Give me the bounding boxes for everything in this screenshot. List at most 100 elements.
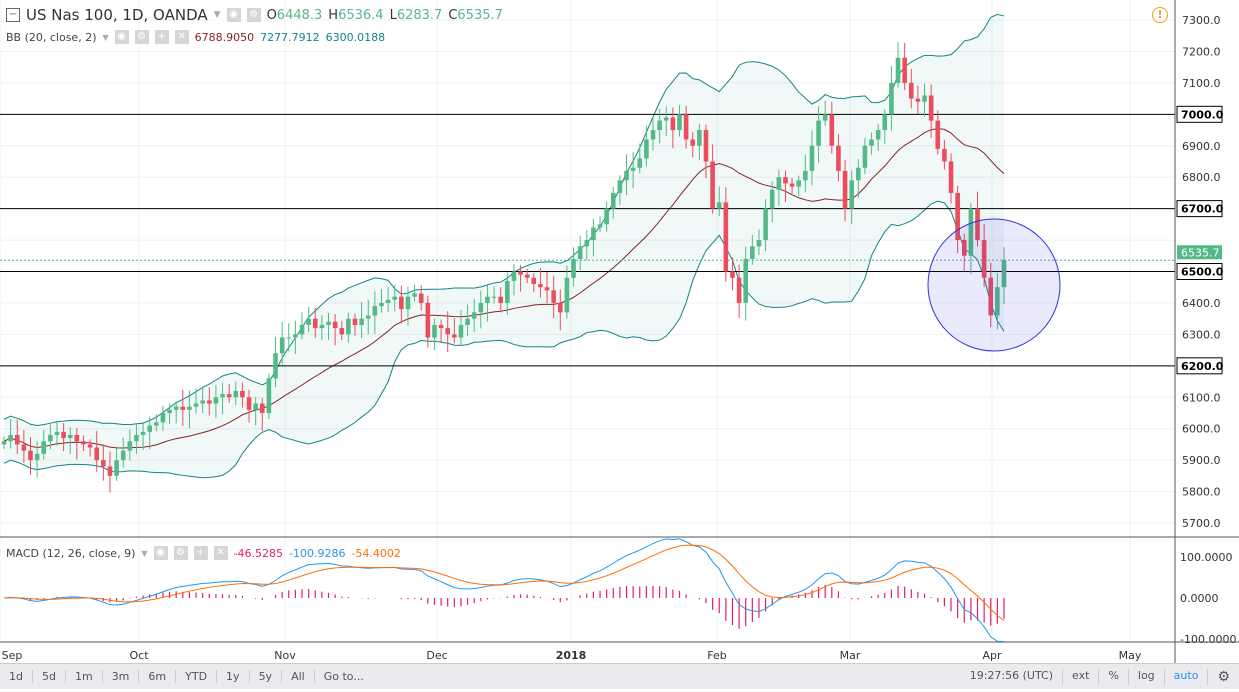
candle-body	[306, 318, 311, 325]
gear-icon[interactable]: ⚙	[246, 8, 261, 22]
symbol-title[interactable]: US Nas 100, 1D, OANDA	[26, 6, 208, 24]
level-label: 6200.0	[1181, 360, 1224, 373]
range-1d[interactable]: 1d	[0, 670, 33, 683]
candle-body	[763, 208, 768, 241]
candle-body	[856, 167, 861, 181]
candle-body	[968, 208, 974, 256]
candle-body	[114, 460, 119, 476]
candle-body	[869, 139, 874, 146]
range-5y[interactable]: 5y	[250, 670, 283, 683]
bb-fill	[4, 14, 1004, 478]
time-tick-label: Mar	[840, 649, 861, 662]
ext-toggle[interactable]: ext	[1063, 668, 1100, 685]
candle-body	[849, 180, 854, 209]
level-label: 6500.0	[1181, 266, 1224, 279]
eye-icon[interactable]: ◉	[114, 30, 129, 44]
warning-icon[interactable]: !	[1152, 7, 1168, 23]
chevron-down-icon[interactable]: ▼	[213, 10, 221, 20]
chart-canvas[interactable]: 5700.0 5800.0 5900.0 6000.0 6100.0 6300.0 6400…	[0, 0, 1239, 663]
candle-body	[803, 170, 808, 181]
chevron-down-icon[interactable]: ▼	[141, 548, 148, 558]
candle-body	[74, 434, 80, 442]
candle-body	[418, 293, 424, 303]
candle-body	[498, 296, 503, 303]
percent-toggle[interactable]: %	[1099, 668, 1129, 685]
candle-body	[630, 167, 636, 171]
settings-gear-icon[interactable]: ⚙	[1217, 668, 1230, 685]
candle-body	[279, 337, 285, 354]
candle-body	[591, 227, 596, 241]
bb-legend: BB (20, close, 2) ▼ ◉ ⚙ + ✕ 6788.9050 7277.…	[6, 30, 385, 44]
clock[interactable]: 19:27:56 (UTC)	[961, 668, 1064, 685]
candle-body	[365, 315, 371, 319]
plus-icon[interactable]: +	[193, 546, 208, 560]
symbol-legend: − US Nas 100, 1D, OANDA ▼ ◉ ⚙ O6448.3 H65…	[6, 6, 503, 24]
candle-body	[922, 95, 927, 102]
range-1y[interactable]: 1y	[217, 670, 250, 683]
candle-body	[299, 324, 305, 335]
close-value: 6535.7	[457, 7, 503, 23]
time-tick-label: Apr	[982, 649, 1002, 662]
candle-body	[452, 334, 457, 338]
gear-icon[interactable]: ⚙	[173, 546, 188, 560]
candle-body	[769, 189, 775, 209]
candle-body	[8, 434, 13, 442]
macd-value: -100.9286	[288, 546, 346, 560]
collapse-icon[interactable]: −	[6, 8, 20, 22]
candle-body	[226, 394, 232, 398]
eye-icon[interactable]: ◉	[226, 8, 241, 22]
candle-body	[902, 57, 907, 83]
price-tick-label: 6000.0	[1182, 423, 1221, 436]
candle-body	[637, 158, 643, 168]
close-icon[interactable]: ✕	[174, 30, 189, 44]
eye-icon[interactable]: ◉	[153, 546, 168, 560]
candle-body	[677, 114, 682, 131]
candle-body	[809, 145, 815, 171]
range-6m[interactable]: 6m	[139, 670, 177, 683]
chevron-down-icon[interactable]: ▼	[102, 32, 109, 42]
highlight-circle	[927, 218, 1061, 352]
close-icon[interactable]: ✕	[213, 546, 228, 560]
candle-body	[465, 318, 470, 325]
candle-body	[127, 441, 133, 451]
time-tick-label: May	[1119, 649, 1142, 662]
range-3m[interactable]: 3m	[103, 670, 140, 683]
candle-body	[577, 246, 583, 259]
last-price-label: 6535.7	[1181, 246, 1220, 259]
range-ytd[interactable]: YTD	[176, 670, 218, 683]
candle-body	[187, 406, 192, 410]
gear-icon[interactable]: ⚙	[134, 30, 149, 44]
candle-body	[723, 202, 729, 272]
goto-button[interactable]: Go to...	[323, 670, 364, 683]
candle-body	[1001, 260, 1007, 288]
candle-body	[319, 324, 325, 329]
macd-tick-label: 100.0000	[1180, 551, 1233, 564]
range-5d[interactable]: 5d	[33, 670, 66, 683]
candle-body	[908, 82, 914, 99]
range-all[interactable]: All	[282, 670, 315, 683]
candle-body	[21, 444, 27, 451]
candle-body	[48, 434, 53, 442]
candle-body	[783, 177, 788, 184]
candle-body	[829, 114, 835, 146]
bb-label[interactable]: BB (20, close, 2)	[6, 30, 97, 44]
candle-body	[716, 202, 722, 209]
bb-basis-value: 6788.9050	[194, 30, 255, 44]
candle-body	[326, 321, 331, 325]
log-toggle[interactable]: log	[1129, 668, 1165, 685]
macd-signal-value: -54.4002	[351, 546, 401, 560]
macd-label[interactable]: MACD (12, 26, close, 9)	[6, 546, 136, 560]
range-1m[interactable]: 1m	[66, 670, 103, 683]
candle-body	[34, 453, 40, 461]
candle-body	[518, 271, 523, 275]
candle-body	[644, 139, 649, 159]
candle-body	[895, 57, 901, 83]
macd-line	[3, 538, 1005, 642]
candle-body	[273, 353, 278, 379]
auto-toggle[interactable]: auto	[1165, 668, 1209, 685]
candle-body	[935, 120, 941, 149]
candle-body	[246, 397, 252, 410]
candle-body	[882, 114, 888, 131]
candle-body	[412, 293, 417, 297]
plus-icon[interactable]: +	[154, 30, 169, 44]
